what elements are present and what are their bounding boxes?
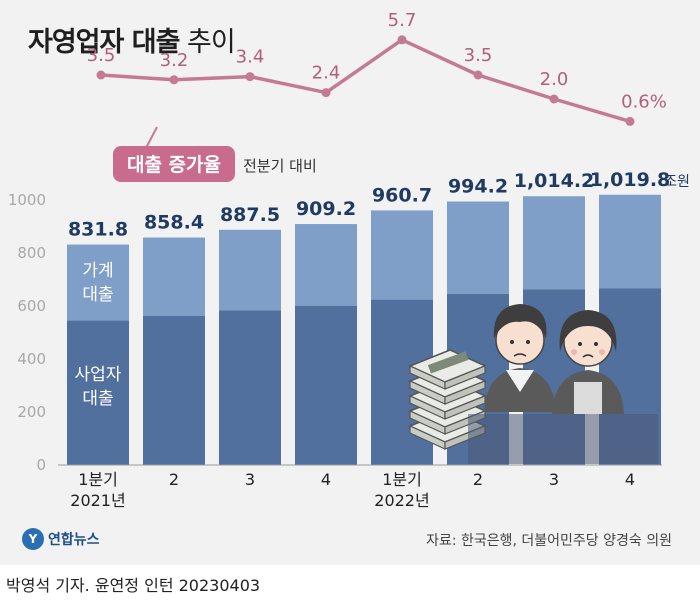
shop-owner-man-icon bbox=[484, 304, 556, 412]
byline: 박영석 기자. 윤연정 인턴 20230403 bbox=[6, 576, 261, 595]
footer-band bbox=[0, 565, 700, 605]
y-tick-label: 1000 bbox=[8, 191, 46, 209]
growth-label: 2.4 bbox=[312, 63, 341, 84]
growth-note: 전분기 대비 bbox=[243, 157, 317, 175]
total-label: 994.2 bbox=[448, 176, 508, 198]
counter-shape bbox=[468, 414, 658, 464]
x-tick-label: 2 bbox=[473, 470, 483, 489]
x-tick-label: 3 bbox=[549, 470, 559, 489]
title-sub: 추이 bbox=[187, 27, 236, 58]
y-tick-label: 800 bbox=[17, 244, 46, 262]
growth-label: 3.2 bbox=[160, 50, 189, 71]
badge-connector bbox=[145, 126, 158, 149]
growth-line bbox=[100, 38, 631, 124]
bar-household bbox=[523, 196, 585, 290]
label-layer: 831.8 858.4 887.5 909.2 960.7 994.2 1,014.21,0… bbox=[68, 10, 690, 510]
growth-badge-label: 대출 증가율 bbox=[127, 154, 221, 176]
page-title: 자영업자 대출 추이 bbox=[28, 20, 236, 59]
y-axis: 0 200 400 600 800 1000 bbox=[8, 191, 662, 474]
bar-household bbox=[67, 244, 129, 321]
unit-label: 조원 bbox=[664, 174, 690, 190]
growth-line-layer bbox=[96, 35, 635, 182]
bar-business bbox=[143, 315, 205, 465]
total-label: 858.4 bbox=[144, 212, 204, 234]
title-main: 자영업자 대출 bbox=[28, 27, 180, 58]
bar-household bbox=[447, 201, 509, 294]
chart: 0 200 400 600 800 1000 831.8 858.4 887.5 909.2 96… bbox=[8, 10, 690, 510]
growth-label: 2.0 bbox=[540, 69, 569, 90]
logo-text: 연합뉴스 bbox=[48, 532, 100, 548]
bar-household bbox=[143, 237, 205, 316]
growth-point bbox=[321, 88, 331, 98]
y-tick-label: 400 bbox=[17, 350, 46, 368]
growth-label: 3.5 bbox=[87, 45, 116, 66]
x-tick-label: 1분기 2022년 bbox=[374, 470, 429, 510]
bar-household bbox=[599, 194, 661, 289]
bar-business bbox=[219, 310, 281, 465]
legend-household: 가계 대출 bbox=[82, 261, 113, 305]
illustration bbox=[408, 304, 658, 464]
x-tick-label: 4 bbox=[321, 470, 331, 489]
total-label: 887.5 bbox=[220, 204, 280, 226]
y-tick-label: 200 bbox=[17, 403, 46, 421]
bar-business bbox=[67, 320, 129, 465]
total-label: 960.7 bbox=[372, 184, 432, 206]
yonhap-logo-icon: Y bbox=[22, 528, 44, 550]
total-label: 909.2 bbox=[296, 198, 356, 220]
growth-point bbox=[96, 70, 106, 80]
growth-point bbox=[245, 72, 255, 82]
growth-label: 5.7 bbox=[388, 10, 417, 31]
y-tick-label: 600 bbox=[17, 297, 46, 315]
growth-point bbox=[549, 94, 559, 104]
growth-label: 3.4 bbox=[236, 47, 265, 68]
growth-point bbox=[397, 35, 407, 45]
x-tick-label: 3 bbox=[245, 470, 255, 489]
growth-point bbox=[169, 75, 179, 85]
growth-point bbox=[473, 70, 483, 80]
total-label: 831.8 bbox=[68, 219, 128, 241]
growth-badge bbox=[113, 146, 235, 182]
bar-household bbox=[371, 210, 433, 300]
x-tick-label: 2 bbox=[169, 470, 179, 489]
bar-household bbox=[219, 229, 281, 311]
bar-business bbox=[295, 305, 357, 465]
x-tick-label: 1분기 2021년 bbox=[70, 470, 125, 510]
bar-household bbox=[295, 224, 357, 306]
total-label: 1,019.8 bbox=[590, 169, 671, 191]
publisher-logo: Y 연합뉴스 bbox=[22, 528, 100, 550]
source-note: 자료: 한국은행, 더불어민주당 양경숙 의원 bbox=[426, 533, 672, 549]
legend-business: 사업자 대출 bbox=[75, 365, 122, 409]
y-tick-label: 0 bbox=[36, 456, 46, 474]
x-tick-label: 4 bbox=[625, 470, 635, 489]
growth-label: 0.6% bbox=[621, 91, 667, 112]
total-label: 1,014.2 bbox=[514, 170, 595, 192]
shop-owner-woman-icon bbox=[552, 310, 624, 414]
growth-label: 3.5 bbox=[464, 45, 493, 66]
growth-point bbox=[625, 116, 635, 126]
